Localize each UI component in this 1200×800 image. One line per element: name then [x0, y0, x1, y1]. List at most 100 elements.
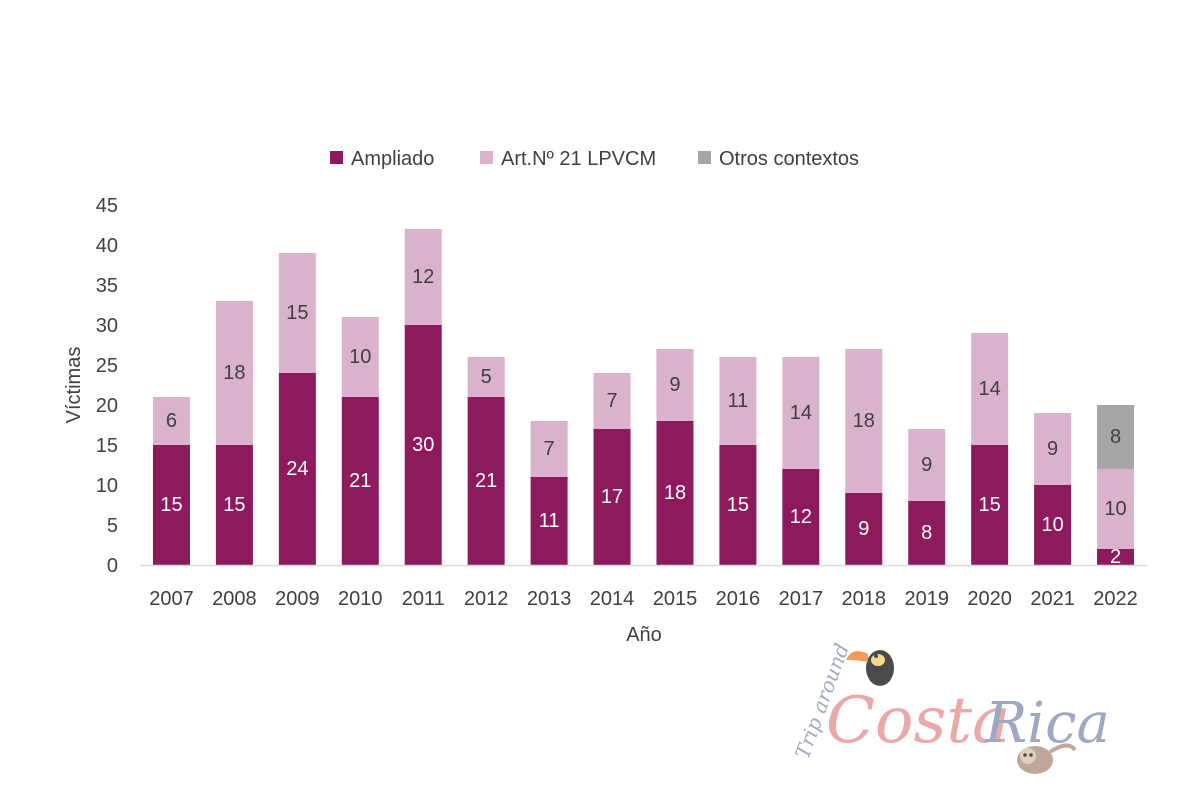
x-tick-label: 2017 [779, 588, 824, 610]
data-label: 18 [223, 362, 245, 384]
bar-segment [1034, 413, 1072, 485]
data-label: 15 [223, 494, 245, 516]
x-tick-label: 2007 [149, 588, 194, 610]
legend-swatch [698, 151, 711, 164]
data-label: 9 [858, 518, 869, 540]
bar-segment [530, 477, 568, 565]
data-label: 15 [979, 494, 1001, 516]
bar-segment [404, 229, 442, 325]
data-label: 5 [481, 366, 492, 388]
x-axis-title: Año [626, 624, 662, 646]
bar-segment [656, 421, 694, 565]
data-label: 30 [412, 434, 434, 456]
data-label: 10 [1041, 514, 1063, 536]
legend-swatch [330, 151, 343, 164]
data-label: 10 [1104, 498, 1126, 520]
bar-segment [341, 397, 379, 565]
bar-segment [467, 397, 505, 565]
bar-segment [278, 373, 316, 565]
data-label: 15 [160, 494, 182, 516]
data-label: 17 [601, 486, 623, 508]
bar-segment [404, 325, 442, 565]
bar-segment [908, 501, 946, 565]
x-axis: 2007 2008 2009 2010 2011 2012 2013 2014 2015 2016… [140, 564, 1147, 610]
data-label: 21 [349, 470, 371, 492]
bar-segment [215, 301, 253, 445]
x-tick-label: 2009 [275, 588, 320, 610]
y-tick-label: 20 [96, 395, 118, 417]
x-tick-label: 2021 [1030, 588, 1075, 610]
data-label: 21 [475, 470, 497, 492]
bar-segment [152, 397, 190, 445]
y-axis-title: Víctimas [63, 347, 85, 424]
data-label: 14 [790, 402, 812, 424]
x-tick-label: 2012 [464, 588, 509, 610]
bar-segment [278, 253, 316, 373]
data-label: 12 [412, 266, 434, 288]
data-label: 8 [1110, 426, 1121, 448]
bar-segment [719, 445, 757, 565]
y-tick-label: 5 [107, 515, 118, 537]
bar-segment [782, 469, 820, 565]
data-label: 7 [606, 390, 617, 412]
bar-segment [971, 445, 1009, 565]
data-label: 7 [544, 438, 555, 460]
bar-segment [467, 357, 505, 397]
data-label: 24 [286, 458, 308, 480]
bar-segment [719, 357, 757, 445]
legend-label: Ampliado [351, 148, 434, 170]
data-label: 15 [727, 494, 749, 516]
data-label: 18 [664, 482, 686, 504]
y-tick-label: 0 [107, 555, 118, 577]
bar-segment [152, 445, 190, 565]
data-label: 9 [921, 454, 932, 476]
bar-segment [656, 349, 694, 421]
x-tick-label: 2022 [1093, 588, 1138, 610]
data-label: 6 [166, 410, 177, 432]
x-tick-label: 2014 [590, 588, 635, 610]
legend-label: Otros contextos [719, 148, 859, 170]
bar-segment [1097, 549, 1135, 565]
watermark-word-rica: Rica [984, 691, 1110, 756]
x-tick-label: 2015 [653, 588, 698, 610]
costa-rica-watermark: Trip around Costa Rica [790, 640, 1110, 774]
legend-swatch [480, 151, 493, 164]
data-label: 11 [539, 510, 560, 532]
bar-segment [341, 317, 379, 397]
y-tick-label: 25 [96, 355, 118, 377]
data-label: 9 [1047, 438, 1058, 460]
data-label: 10 [349, 346, 371, 368]
bar-segment [215, 445, 253, 565]
data-label: 18 [853, 410, 875, 432]
bar-segment [593, 429, 631, 565]
bar-segment [845, 493, 883, 565]
y-tick-label: 45 [96, 195, 118, 217]
bar-segment [593, 373, 631, 429]
bar-segment [530, 421, 568, 477]
bars: 1561518241521103012215117177189151112149… [152, 229, 1135, 568]
data-label: 9 [669, 374, 680, 396]
bar-segment [971, 333, 1009, 445]
x-tick-label: 2010 [338, 588, 383, 610]
bar-segment [845, 349, 883, 493]
legend: Ampliado Art.Nº 21 LPVCM Otros contextos [330, 148, 859, 170]
y-tick-label: 30 [96, 315, 118, 337]
legend-label: Art.Nº 21 LPVCM [501, 148, 656, 170]
bar-segment [1097, 405, 1135, 469]
data-label: 8 [921, 522, 932, 544]
data-label: 2 [1110, 546, 1121, 568]
data-label: 15 [286, 302, 308, 324]
x-tick-label: 2008 [212, 588, 257, 610]
x-tick-label: 2019 [904, 588, 949, 610]
x-tick-label: 2018 [842, 588, 887, 610]
bar-segment [1034, 485, 1072, 565]
y-tick-label: 40 [96, 235, 118, 257]
x-tick-label: 2016 [716, 588, 761, 610]
bar-segment [1097, 469, 1135, 549]
y-tick-label: 35 [96, 275, 118, 297]
sloth-logo [1017, 743, 1077, 774]
x-tick-label: 2013 [527, 588, 572, 610]
y-tick-label: 15 [96, 435, 118, 457]
bar-segment [782, 357, 820, 469]
